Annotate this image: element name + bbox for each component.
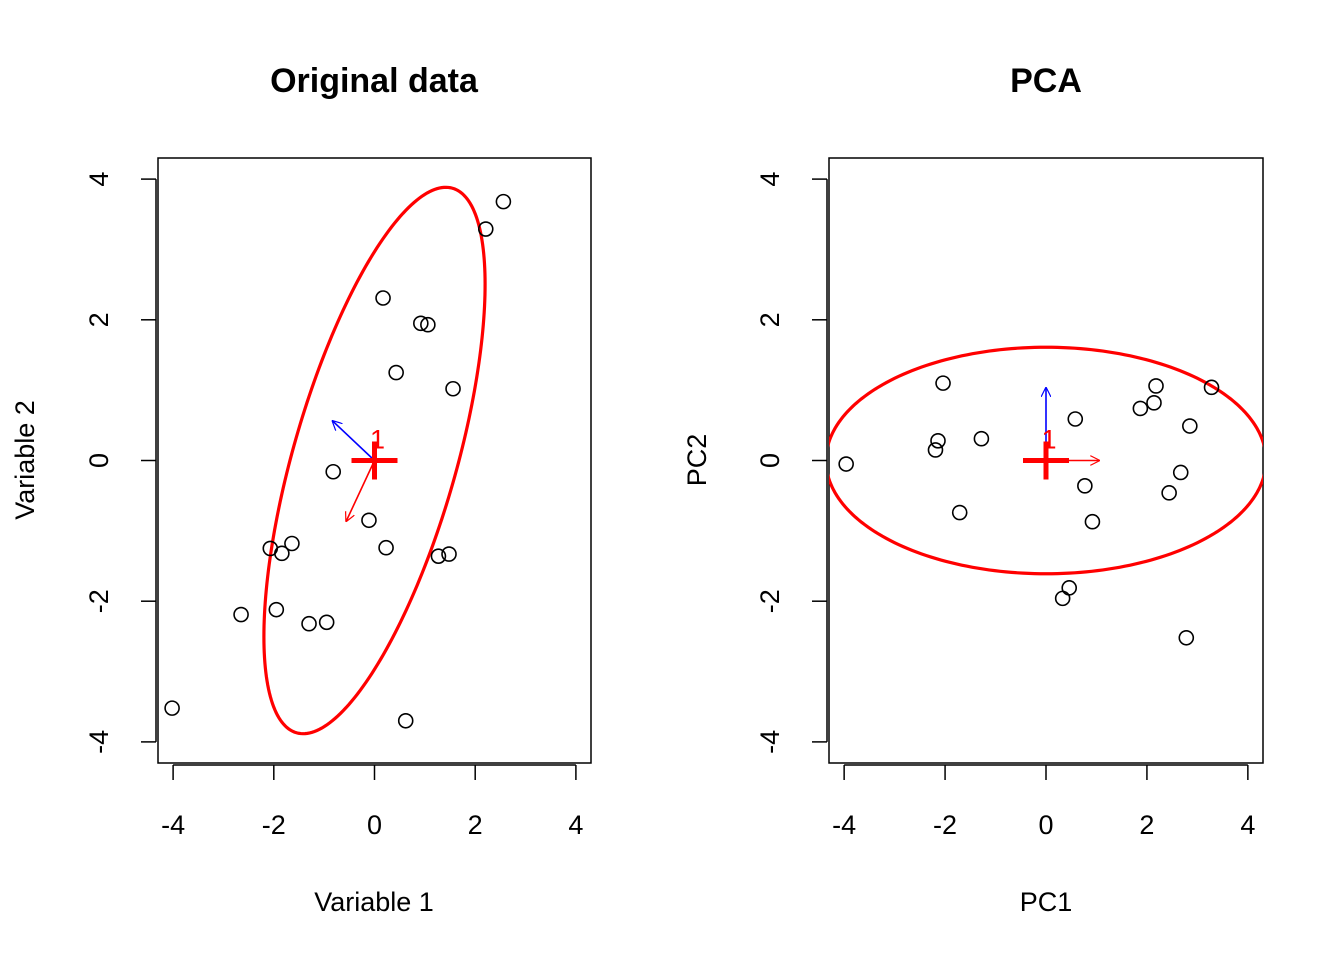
x-tick-label: -2 xyxy=(262,810,286,840)
data-point xyxy=(284,535,300,552)
x-tick-label: 2 xyxy=(1139,810,1154,840)
direction-arrow xyxy=(346,460,376,522)
x-axis-original: -4 -2 0 2 4 xyxy=(161,764,583,840)
data-point xyxy=(1178,629,1195,646)
data-point xyxy=(1182,418,1198,434)
y-tick-label: 4 xyxy=(84,172,114,187)
x-axis-label-pca: PC1 xyxy=(1020,887,1073,917)
plot-box-original xyxy=(157,157,592,764)
data-point xyxy=(1132,400,1149,417)
data-point xyxy=(274,545,290,562)
x-tick-label: 4 xyxy=(1240,810,1255,840)
y-tick-label: -2 xyxy=(755,589,785,613)
center-marker-original: 1 xyxy=(351,425,398,480)
x-tick-label: -4 xyxy=(161,810,185,840)
data-point xyxy=(375,290,391,306)
panel-pca: PCA 1 -4 -2 0 2 4 -4 -2 0 2 4 PC1 PC2 xyxy=(682,62,1264,917)
data-point xyxy=(1054,590,1071,607)
data-point xyxy=(1172,464,1189,481)
data-point xyxy=(1161,485,1177,501)
data-point xyxy=(1146,395,1162,411)
data-point xyxy=(420,316,436,333)
y-tick-label: 0 xyxy=(84,453,114,468)
y-tick-label: -4 xyxy=(755,730,785,754)
x-tick-label: 0 xyxy=(1038,810,1053,840)
center-label: 1 xyxy=(370,425,385,455)
y-tick-label: 4 xyxy=(755,172,785,187)
data-point xyxy=(318,614,335,631)
data-point xyxy=(388,364,404,381)
data-point xyxy=(930,433,946,449)
points-original xyxy=(164,193,512,729)
chart-title-original: Original data xyxy=(270,62,479,100)
data-point xyxy=(413,315,429,332)
data-point xyxy=(164,700,180,716)
y-axis-label-original: Variable 2 xyxy=(10,400,40,520)
data-point xyxy=(1084,513,1101,530)
x-tick-label: -2 xyxy=(933,810,957,840)
y-axis-pca: -4 -2 0 2 4 xyxy=(755,172,828,754)
y-axis-label-pca: PC2 xyxy=(682,434,712,487)
data-point xyxy=(397,712,414,729)
data-point xyxy=(325,463,342,480)
y-tick-label: 2 xyxy=(84,312,114,327)
data-point xyxy=(301,615,317,632)
data-point xyxy=(1077,478,1093,494)
data-point xyxy=(233,606,249,623)
confidence-ellipse xyxy=(262,185,487,736)
data-point xyxy=(430,548,447,564)
x-axis-pca: -4 -2 0 2 4 xyxy=(832,764,1255,840)
data-point xyxy=(1061,580,1078,596)
plot-box-pca xyxy=(828,157,1264,764)
data-point xyxy=(495,193,512,210)
panel-original: Original data 1 -4 -2 0 2 4 -4 -2 0 2 4 Variable… xyxy=(10,62,592,917)
data-point xyxy=(935,375,951,391)
data-point xyxy=(441,546,457,562)
data-point xyxy=(1203,379,1220,396)
y-tick-label: 0 xyxy=(755,453,785,468)
data-point xyxy=(477,221,494,237)
data-point xyxy=(378,539,394,556)
data-point xyxy=(838,456,854,472)
y-tick-label: -2 xyxy=(84,589,114,613)
x-tick-label: 4 xyxy=(568,810,583,840)
x-tick-label: 2 xyxy=(468,810,483,840)
x-tick-label: -4 xyxy=(832,810,856,840)
x-tick-label: 0 xyxy=(367,810,382,840)
ellipse-pca xyxy=(829,345,1263,576)
center-label: 1 xyxy=(1041,425,1056,455)
vectors-original xyxy=(333,421,376,522)
center-marker-pca: 1 xyxy=(1023,425,1069,480)
data-point xyxy=(445,380,461,397)
data-point xyxy=(268,601,285,618)
data-point xyxy=(1067,411,1084,427)
y-tick-label: 2 xyxy=(755,312,785,327)
points-pca xyxy=(838,375,1220,646)
confidence-ellipse xyxy=(829,345,1263,576)
y-axis-original: -4 -2 0 2 4 xyxy=(84,172,157,754)
x-axis-label-original: Variable 1 xyxy=(314,887,434,917)
data-point xyxy=(927,442,944,458)
data-point xyxy=(951,504,968,521)
chart-title-pca: PCA xyxy=(1010,62,1082,100)
direction-arrow xyxy=(333,421,376,462)
data-point xyxy=(973,430,990,447)
ellipse-original xyxy=(262,185,487,736)
data-point xyxy=(361,512,377,529)
y-tick-label: -4 xyxy=(84,730,114,754)
data-point xyxy=(1148,378,1164,394)
